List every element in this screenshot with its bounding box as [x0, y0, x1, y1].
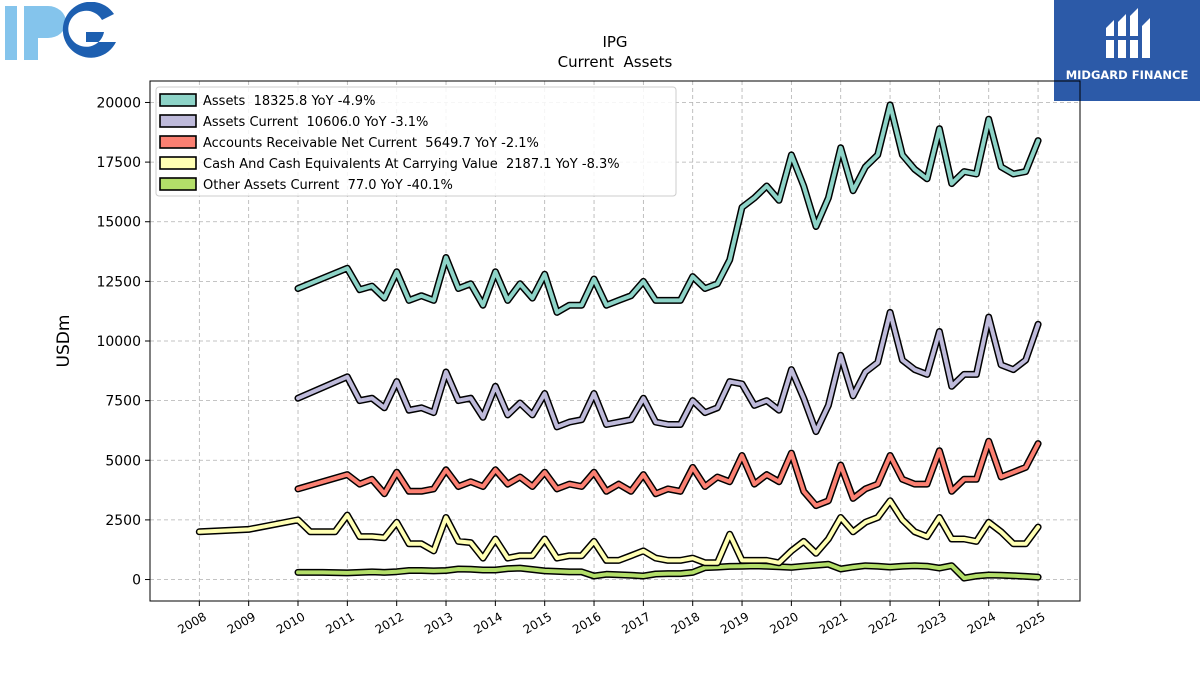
legend-swatch: [159, 135, 197, 149]
ipg-logo: [2, 1, 122, 64]
y-tick-label: 17500: [96, 155, 141, 171]
series-line: [296, 102, 1041, 315]
series-line: [296, 562, 1041, 581]
logo-letter-i: [5, 6, 17, 60]
chart-subtitle: Current Assets: [558, 53, 673, 71]
series-assets_current: [294, 308, 1042, 436]
legend-label: Assets 18325.8 YoY -4.9%: [203, 94, 375, 109]
series-accounts_receivable: [294, 437, 1042, 510]
y-tick-label: 7500: [105, 394, 141, 410]
y-tick-label: 12500: [96, 274, 141, 290]
series-lines: [195, 101, 1042, 582]
legend-swatch: [159, 114, 197, 128]
legend-box: [155, 86, 677, 197]
legend-swatch: [159, 156, 197, 170]
x-tick-label: 2017: [619, 609, 652, 636]
x-tick-label: 2008: [175, 609, 208, 636]
legend-label: Other Assets Current 77.0 YoY -40.1%: [203, 178, 453, 193]
axes: 2008 2009 2010 2011 2012 2013 2014 2015 2016 2017…: [96, 95, 1047, 636]
series-outline: [294, 437, 1042, 510]
x-tick-label: 2019: [718, 609, 751, 636]
x-tick-label: 2022: [866, 609, 899, 636]
midgard-brand-text: MIDGARD FINANCE: [1065, 68, 1189, 82]
x-tick-label: 2015: [521, 609, 554, 636]
series-line: [296, 439, 1041, 508]
series-line: [296, 310, 1041, 434]
x-tick-label: 2010: [274, 609, 307, 636]
x-tick-label: 2024: [965, 609, 998, 636]
x-tick-label: 2023: [915, 609, 948, 636]
x-tick-label: 2025: [1014, 609, 1047, 636]
x-tick-label: 2021: [817, 609, 850, 636]
x-tick-label: 2011: [323, 609, 356, 636]
chart-title: IPG: [602, 33, 627, 51]
midgard-emblem-icon: [1106, 8, 1150, 58]
x-tick-label: 2018: [669, 609, 702, 636]
y-tick-label: 2500: [105, 513, 141, 529]
x-tick-label: 2020: [767, 609, 800, 636]
x-tick-label: 2012: [373, 609, 406, 636]
y-tick-label: 10000: [96, 334, 141, 350]
legend-label: Accounts Receivable Net Current 5649.7 Y…: [203, 136, 539, 151]
series-assets: [294, 101, 1042, 316]
legend-label: Assets Current 10606.0 YoY -3.1%: [203, 115, 428, 130]
series-other_assets: [294, 560, 1042, 582]
legend-label: Cash And Cash Equivalents At Carrying Va…: [203, 157, 620, 172]
x-tick-label: 2016: [570, 609, 603, 636]
y-tick-label: 5000: [105, 453, 141, 469]
y-tick-label: 0: [132, 573, 141, 589]
midgard-finance-logo: MIDGARD FINANCE: [1054, 0, 1200, 101]
y-axis-label: USDm: [54, 315, 74, 368]
logo-letter-p: [24, 6, 66, 60]
legend: Assets 18325.8 YoY -4.9% Assets Current 1…: [155, 86, 677, 197]
series-cash: [195, 497, 1042, 567]
legend-swatch: [159, 93, 197, 107]
y-tick-label: 15000: [96, 215, 141, 231]
y-tick-label: 20000: [96, 95, 141, 111]
x-tick-label: 2013: [422, 609, 455, 636]
legend-swatch: [159, 177, 197, 191]
series-line: [197, 498, 1041, 565]
logo-letter-g: [62, 1, 116, 58]
x-tick-label: 2014: [471, 609, 504, 636]
x-tick-label: 2009: [225, 609, 258, 636]
